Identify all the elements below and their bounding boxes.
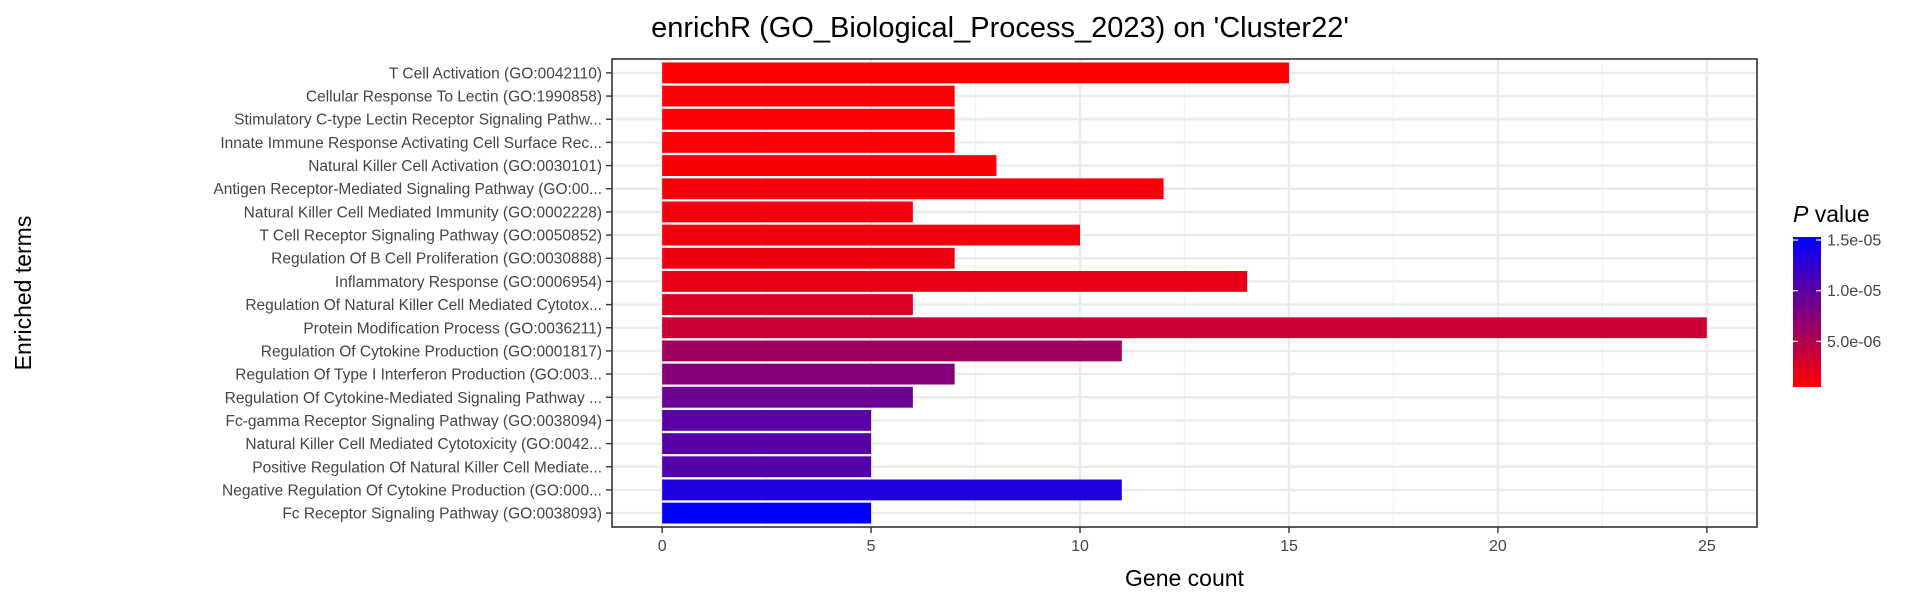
legend-ticks: 1.5e-05 1.0e-05 5.0e-06 [1793, 233, 1881, 351]
bar [662, 85, 955, 107]
bar [662, 62, 1289, 84]
chart-title: enrichR (GO_Biological_Process_2023) on … [651, 12, 1349, 44]
bar [662, 433, 872, 455]
y-tick-label: Natural Killer Cell Mediated Cytotoxicit… [245, 436, 602, 453]
y-tick-label: Regulation Of Cytokine-Mediated Signalin… [225, 390, 602, 407]
bar [662, 456, 872, 478]
legend-tick-label: 1.5e-05 [1827, 233, 1881, 250]
bar [662, 363, 955, 385]
y-tick-label: Antigen Receptor-Mediated Signaling Path… [213, 181, 602, 198]
y-tick-label: Regulation Of B Cell Proliferation (GO:0… [271, 251, 602, 268]
bar [662, 178, 1164, 200]
bar [662, 502, 872, 524]
y-tick-label: Cellular Response To Lectin (GO:1990858) [306, 89, 602, 106]
plot-border [611, 58, 1758, 528]
y-tick-label: Inflammatory Response (GO:0006954) [335, 274, 602, 291]
bar [662, 270, 1248, 292]
bar [662, 155, 997, 176]
y-tick-label: Natural Killer Cell Mediated Immunity (G… [244, 204, 602, 221]
bar [662, 294, 913, 316]
bar [662, 317, 1707, 339]
legend-title-italic: P [1793, 201, 1809, 227]
legend-title: P value [1793, 201, 1870, 227]
y-tick-label: T Cell Receptor Signaling Pathway (GO:00… [259, 228, 602, 245]
y-tick-label: Innate Immune Response Activating Cell S… [220, 135, 602, 152]
y-tick-label: Stimulatory C-type Lectin Receptor Signa… [234, 112, 602, 129]
y-tick-label: Protein Modification Process (GO:0036211… [303, 320, 602, 337]
bar [662, 108, 955, 130]
y-tick-labels: T Cell Activation (GO:0042110) Cellular R… [213, 65, 612, 523]
y-tick-label: Regulation Of Natural Killer Cell Mediat… [245, 297, 602, 314]
legend-title-rest: value [1808, 201, 1869, 227]
y-axis-title: Enriched terms [10, 216, 36, 371]
x-tick-label: 0 [658, 538, 667, 555]
x-tick-label: 15 [1280, 538, 1298, 555]
legend-colorbar [1793, 237, 1821, 387]
y-tick-label: T Cell Activation (GO:0042110) [389, 65, 602, 82]
y-tick-label: Regulation Of Type I Interferon Producti… [235, 367, 602, 384]
x-tick-label: 5 [867, 538, 876, 555]
bar [662, 131, 955, 153]
legend: P value 1.5e-05 1.0e-05 5.0e-06 [1793, 201, 1881, 387]
bars [662, 62, 1707, 524]
bar [662, 410, 872, 431]
x-tick-labels: 0 5 10 15 20 25 [658, 527, 1716, 555]
y-tick-label: Natural Killer Cell Activation (GO:00301… [308, 158, 602, 175]
x-tick-label: 25 [1698, 538, 1716, 555]
bar [662, 340, 1122, 362]
bar [662, 201, 913, 223]
x-tick-label: 10 [1071, 538, 1089, 555]
x-axis-title: Gene count [1125, 565, 1245, 591]
y-tick-label: Regulation Of Cytokine Production (GO:00… [261, 343, 602, 360]
y-tick-label: Fc Receptor Signaling Pathway (GO:003809… [282, 506, 602, 523]
y-tick-label: Negative Regulation Of Cytokine Producti… [222, 482, 602, 499]
bar [662, 224, 1081, 246]
legend-tick-label: 1.0e-05 [1827, 283, 1881, 300]
x-tick-label: 20 [1489, 538, 1507, 555]
legend-tick-label: 5.0e-06 [1827, 334, 1881, 351]
bar [662, 479, 1122, 501]
y-tick-label: Fc-gamma Receptor Signaling Pathway (GO:… [226, 413, 603, 430]
bar [662, 247, 955, 269]
grid-lines [612, 59, 1757, 527]
y-tick-label: Positive Regulation Of Natural Killer Ce… [252, 459, 602, 476]
bar [662, 386, 913, 408]
